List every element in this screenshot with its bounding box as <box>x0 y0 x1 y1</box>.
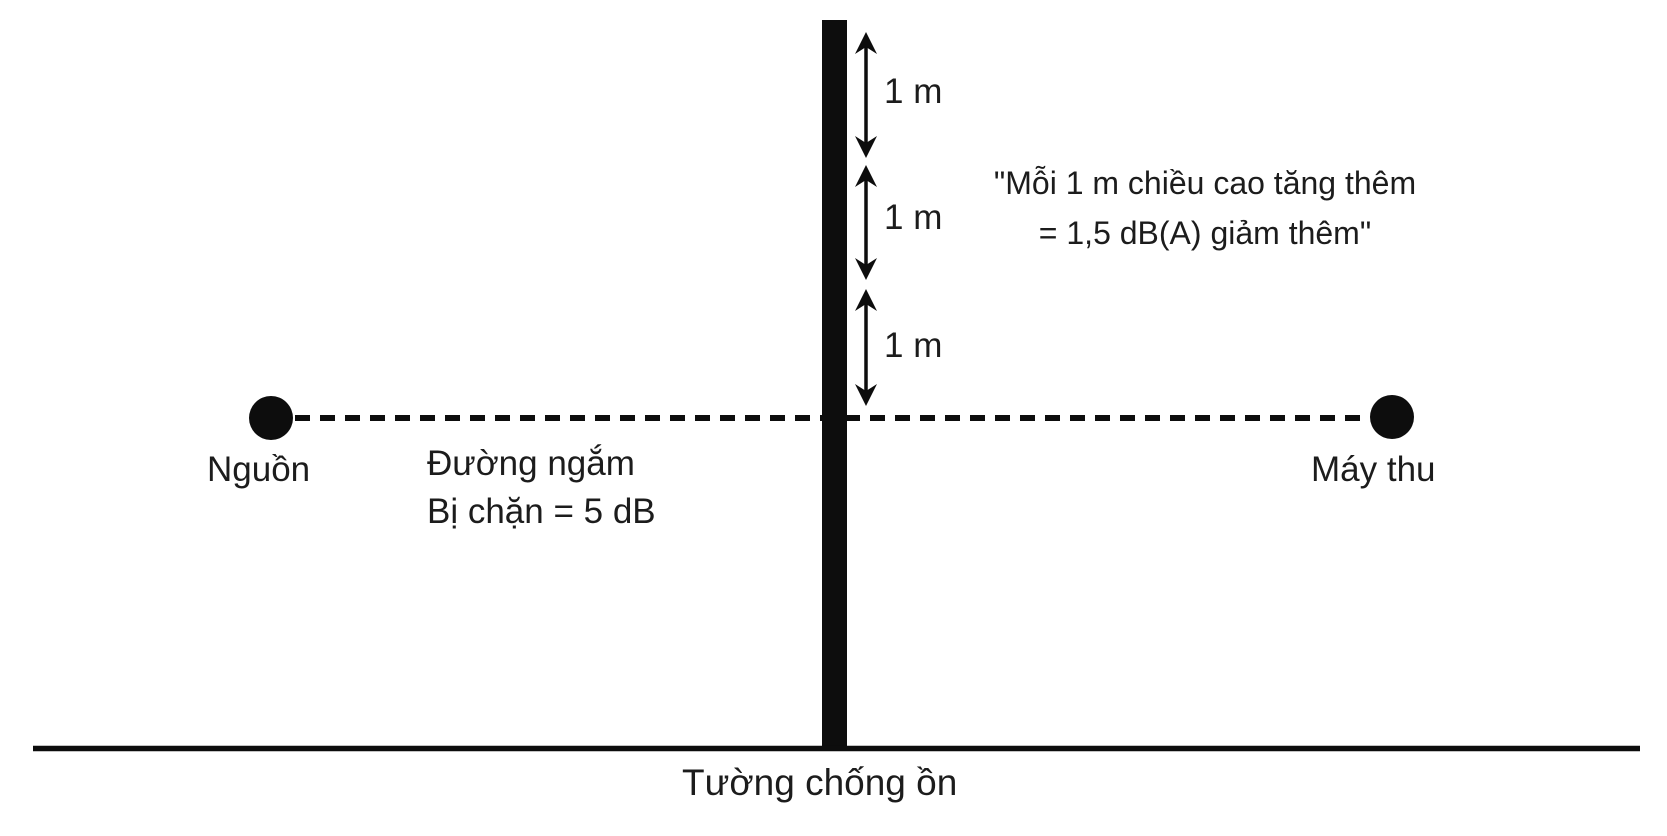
arrowhead-down-icon <box>855 258 877 280</box>
receiver-label: Máy thu <box>1311 450 1436 489</box>
annotation-line-2: = 1,5 dB(A) giảm thêm" <box>1038 215 1372 251</box>
height-arrow-1 <box>855 32 877 158</box>
arrowhead-down-icon <box>855 384 877 406</box>
annotation-text: "Mỗi 1 m chiều cao tăng thêm = 1,5 dB(A)… <box>955 158 1455 258</box>
height-segment-label-3: 1 m <box>884 326 943 365</box>
sight-line-label-line-1: Đường ngắm <box>427 444 635 483</box>
arrowhead-up-icon <box>855 32 877 54</box>
sight-line-label: Đường ngắm Bị chặn = 5 dB <box>427 440 656 536</box>
arrowhead-down-icon <box>855 136 877 158</box>
height-arrow-3 <box>855 289 877 406</box>
source-dot <box>249 396 293 440</box>
height-arrow-2 <box>855 165 877 280</box>
sight-line-label-line-2: Bị chặn = 5 dB <box>427 492 656 531</box>
arrowhead-up-icon <box>855 289 877 311</box>
height-segment-label-1: 1 m <box>884 72 943 111</box>
noise-wall <box>822 20 847 749</box>
arrowhead-up-icon <box>855 165 877 187</box>
source-label: Nguồn <box>207 450 311 489</box>
height-segment-label-2: 1 m <box>884 198 943 237</box>
wall-label: Tường chống ồn <box>682 762 958 803</box>
receiver-dot <box>1370 395 1414 439</box>
annotation-line-1: "Mỗi 1 m chiều cao tăng thêm <box>993 165 1417 201</box>
